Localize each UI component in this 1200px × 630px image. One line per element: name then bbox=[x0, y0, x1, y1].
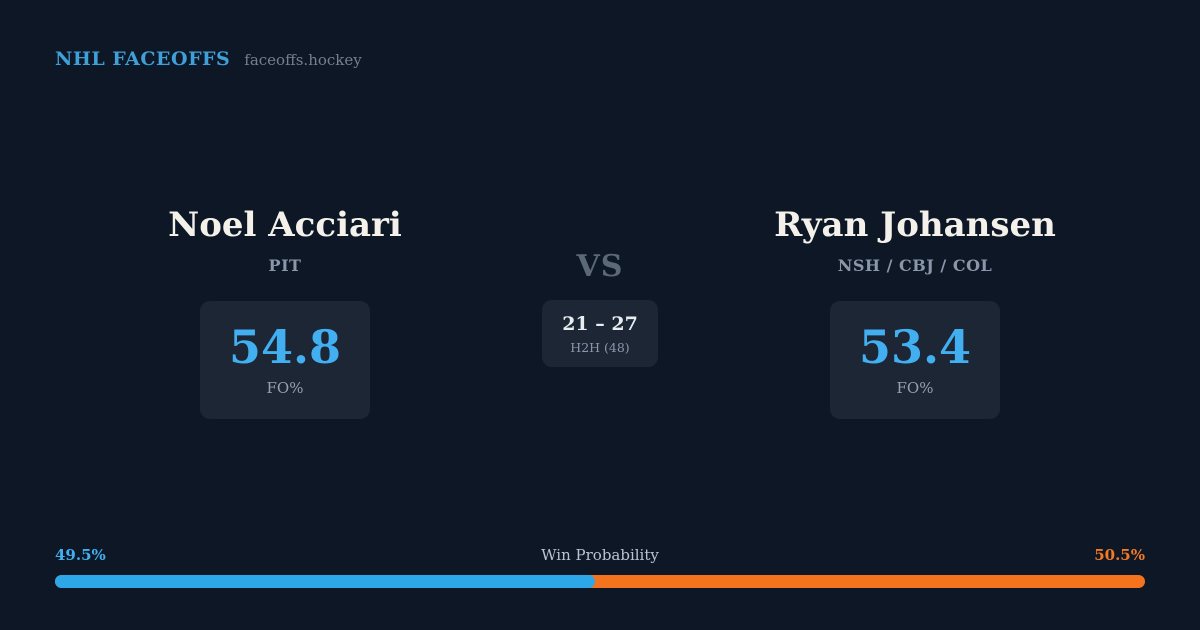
h2h-score: 21 – 27 bbox=[562, 313, 638, 335]
player2-stat-card: 53.4 FO% bbox=[830, 301, 1000, 419]
player1-faceoff-pct: 54.8 bbox=[228, 319, 342, 374]
win-probability-labels: 49.5% Win Probability 50.5% bbox=[55, 546, 1145, 564]
vs-column: VS 21 – 27 H2H (48) bbox=[480, 205, 720, 419]
player2-teams: NSH / CBJ / COL bbox=[837, 256, 993, 275]
player2-faceoff-pct: 53.4 bbox=[858, 319, 972, 374]
player1-stat-label: FO% bbox=[266, 378, 304, 397]
win-probability-section: 49.5% Win Probability 50.5% bbox=[55, 546, 1145, 588]
win-probability-bar-left bbox=[55, 575, 595, 588]
win-probability-title: Win Probability bbox=[541, 546, 659, 564]
player1-name: Noel Acciari bbox=[168, 205, 402, 245]
win-probability-right-pct: 50.5% bbox=[1094, 546, 1145, 564]
matchup: Noel Acciari PIT 54.8 FO% VS 21 – 27 H2H… bbox=[0, 205, 1200, 419]
player1-column: Noel Acciari PIT 54.8 FO% bbox=[90, 205, 480, 419]
player1-stat-card: 54.8 FO% bbox=[200, 301, 370, 419]
site-url: faceoffs.hockey bbox=[244, 51, 362, 69]
brand-title: NHL FACEOFFS bbox=[55, 48, 231, 70]
player1-teams: PIT bbox=[268, 256, 302, 275]
win-probability-left-pct: 49.5% bbox=[55, 546, 106, 564]
vs-label: VS bbox=[576, 249, 624, 284]
h2h-card: 21 – 27 H2H (48) bbox=[542, 300, 658, 367]
player2-stat-label: FO% bbox=[896, 378, 934, 397]
win-probability-bar bbox=[55, 575, 1145, 588]
player2-name: Ryan Johansen bbox=[774, 205, 1056, 245]
player2-column: Ryan Johansen NSH / CBJ / COL 53.4 FO% bbox=[720, 205, 1110, 419]
h2h-sub-label: H2H (48) bbox=[570, 340, 630, 355]
header: NHL FACEOFFS faceoffs.hockey bbox=[55, 48, 362, 70]
